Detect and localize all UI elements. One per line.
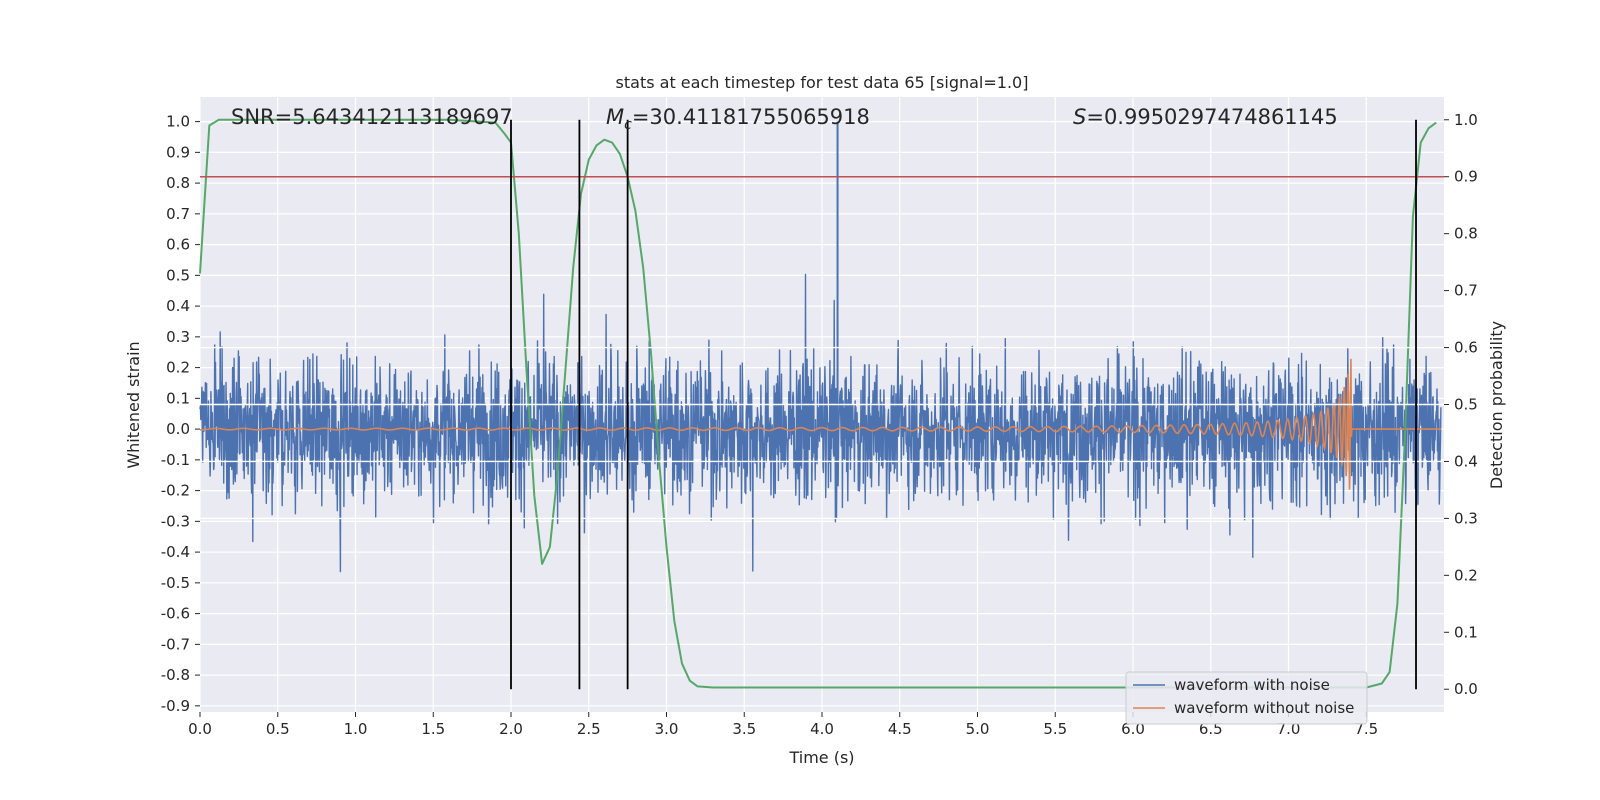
y2-tick-label: 0.1: [1454, 623, 1478, 641]
y-tick-label: 0.1: [166, 389, 190, 407]
x-tick-label: 5.5: [1043, 720, 1067, 738]
x-tick-label: 4.5: [888, 720, 912, 738]
y-tick-label: -0.9: [161, 697, 190, 715]
legend-box: [1125, 671, 1368, 725]
y-tick-label: 0.8: [166, 174, 190, 192]
annotation-score: S=0.9950297474861145: [1073, 105, 1338, 129]
y-tick-label: 1.0: [166, 113, 190, 131]
noise-trace: [199, 273, 1442, 573]
y-tick-label: -0.5: [161, 574, 190, 592]
annotation-score-symbol: S: [1073, 105, 1086, 129]
y2-axis-label: Detection probability: [1487, 321, 1506, 489]
y2-tick-label: 0.7: [1454, 282, 1478, 300]
chart-title: stats at each timestep for test data 65 …: [616, 73, 1029, 92]
annotation-snr: SNR=5.643412113189697: [231, 105, 513, 129]
annotation-chirp-mass-symbol: M: [606, 105, 624, 129]
x-tick-label: 1.0: [344, 720, 368, 738]
y2-axis-ticks: 0.0 0.1 0.2 0.3 0.4 0.5 0.6 0.7 0.8 0.9 1.0: [1444, 111, 1478, 698]
y-tick-label: -0.3: [161, 512, 190, 530]
annotation-chirp-mass-value: =30.41181755065918: [632, 105, 870, 129]
legend-label-clean: waveform without noise: [1174, 699, 1354, 717]
y-tick-label: -0.6: [161, 605, 190, 623]
annotation-chirp-mass: Mc=30.41181755065918: [606, 105, 870, 133]
x-tick-label: 1.5: [421, 720, 445, 738]
clean-trace: [199, 358, 1441, 490]
y2-tick-label: 0.6: [1454, 339, 1478, 357]
x-tick-label: 4.0: [810, 720, 834, 738]
annotation-chirp-mass-subscript: c: [624, 117, 632, 133]
x-tick-label: 2.0: [499, 720, 523, 738]
y-tick-label: 0.6: [166, 236, 190, 254]
series-waveform-with-noise: [199, 121, 1442, 573]
overlay-lines: [200, 119, 1444, 690]
y2-tick-label: 0.5: [1454, 396, 1478, 414]
y2-tick-label: 0.4: [1454, 452, 1478, 470]
legend-label-noise: waveform with noise: [1174, 676, 1330, 694]
y-tick-label: -0.4: [161, 543, 190, 561]
y2-tick-label: 0.2: [1454, 566, 1478, 584]
y-tick-label: 0.7: [166, 205, 190, 223]
x-axis-label: Time (s): [788, 748, 854, 767]
y-tick-label: -0.1: [161, 451, 190, 469]
y-tick-label: 0.0: [166, 420, 190, 438]
annotation-score-value: =0.9950297474861145: [1086, 105, 1337, 129]
series-waveform-without-noise: [199, 358, 1441, 490]
y-axis-ticks: -0.9 -0.8 -0.7 -0.6 -0.5 -0.4 -0.3 -0.2 -0.1 0.0 0…: [161, 113, 200, 715]
y-tick-label: -0.2: [161, 482, 190, 500]
y-axis-label: Whitened strain: [124, 341, 143, 468]
y2-tick-label: 0.0: [1454, 680, 1478, 698]
y-tick-label: 0.2: [166, 359, 190, 377]
x-tick-label: 0.0: [188, 720, 212, 738]
x-tick-label: 3.0: [655, 720, 679, 738]
y-tick-label: 0.3: [166, 328, 190, 346]
y-tick-label: -0.7: [161, 635, 190, 653]
y-tick-label: 0.9: [166, 143, 190, 161]
y-tick-label: 0.4: [166, 297, 190, 315]
y2-tick-label: 0.8: [1454, 225, 1478, 243]
y2-tick-label: 0.9: [1454, 168, 1478, 186]
x-tick-label: 2.5: [577, 720, 601, 738]
x-tick-label: 5.0: [966, 720, 990, 738]
x-tick-label: 0.5: [266, 720, 290, 738]
y-tick-label: -0.8: [161, 666, 190, 684]
legend: waveform with noise waveform without noi…: [1125, 671, 1368, 725]
x-tick-label: 3.5: [732, 720, 756, 738]
y2-tick-label: 1.0: [1454, 111, 1478, 129]
y2-tick-label: 0.3: [1454, 509, 1478, 527]
y-tick-label: 0.5: [166, 266, 190, 284]
